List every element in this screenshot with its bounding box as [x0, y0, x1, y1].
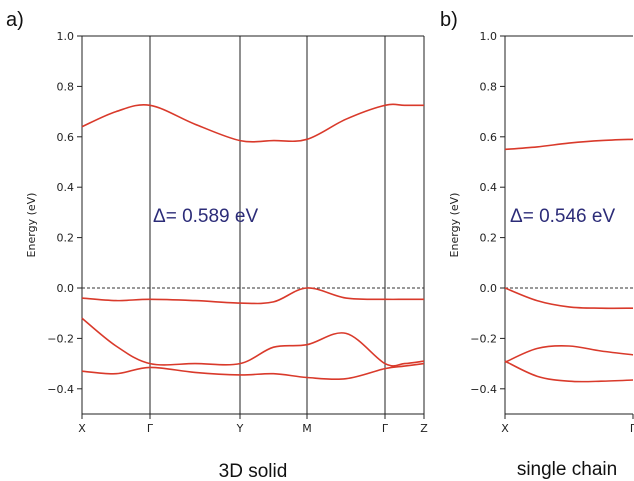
panel-b-ytick-label: −0.2 — [470, 332, 497, 345]
panel-b-gap-annotation: Δ= 0.546 eV — [510, 206, 615, 227]
panel-a-caption: 3D solid — [219, 461, 288, 481]
panel-a-xtick-label: Y — [236, 422, 244, 435]
panel-a-label: a) — [6, 9, 24, 31]
panel-a-band-1 — [81, 103, 424, 143]
panel-a-ytick-label: 1.0 — [57, 30, 75, 43]
panel-a-xtick-label: Γ — [147, 422, 154, 435]
panel-a-ylabel: Energy (eV) — [25, 193, 38, 258]
panel-b-ytick-label: 0.0 — [480, 282, 498, 295]
panel-a-band-4 — [81, 362, 425, 381]
panel-a-gap-annotation: Δ= 0.589 eV — [153, 206, 258, 227]
panel-b-ylabel: Energy (eV) — [448, 193, 461, 258]
panel-b-chart: 1.0 0.8 0.6 0.4 0.2 0.0 −0.2 −0.4 X Γ Energy (eV) — [448, 30, 634, 435]
panel-a-ytick-label: 0.4 — [57, 181, 75, 194]
panel-a-ytick-label: 0.2 — [57, 232, 75, 245]
panel-a-xtick-label: Γ — [382, 422, 389, 435]
panel-b-caption: single chain — [517, 459, 617, 480]
panel-b-band-1 — [504, 138, 634, 151]
panel-a-chart: 1.0 0.8 0.6 0.4 0.2 0.0 −0.2 −0.4 X Γ Y M Γ Z Energy (… — [25, 30, 428, 435]
panel-a-xtick-label: Z — [420, 422, 428, 435]
panel-a-ytick-label: 0.8 — [57, 80, 75, 93]
panel-b-ytick-label: 0.8 — [480, 80, 498, 93]
panel-a-xtick-label: M — [302, 422, 312, 435]
panel-a-ytick-label: −0.4 — [47, 383, 74, 396]
panel-b-xtick-label: Γ — [630, 422, 634, 435]
panel-b-ytick-label: 0.2 — [480, 232, 498, 245]
panel-a-xtick-label: X — [78, 422, 86, 435]
panel-b-ytick-label: −0.4 — [470, 383, 497, 396]
panel-a-ytick-label: 0.0 — [57, 282, 75, 295]
panel-b-label: b) — [440, 9, 458, 31]
panel-b-ytick-label: 0.4 — [480, 181, 498, 194]
panel-a-ytick-label: 0.6 — [57, 131, 75, 144]
panel-b-xtick-label: X — [501, 422, 509, 435]
panel-b-ytick-label: 1.0 — [480, 30, 498, 43]
panel-b-band-2 — [504, 287, 634, 310]
panel-a-band-2 — [81, 287, 424, 305]
panel-a-ytick-label: −0.2 — [47, 332, 74, 345]
panel-b-ytick-label: 0.6 — [480, 131, 498, 144]
panel-a-band-3 — [81, 317, 425, 367]
panel-b-band-3 — [504, 345, 634, 364]
panel-b-band-4 — [504, 360, 634, 383]
